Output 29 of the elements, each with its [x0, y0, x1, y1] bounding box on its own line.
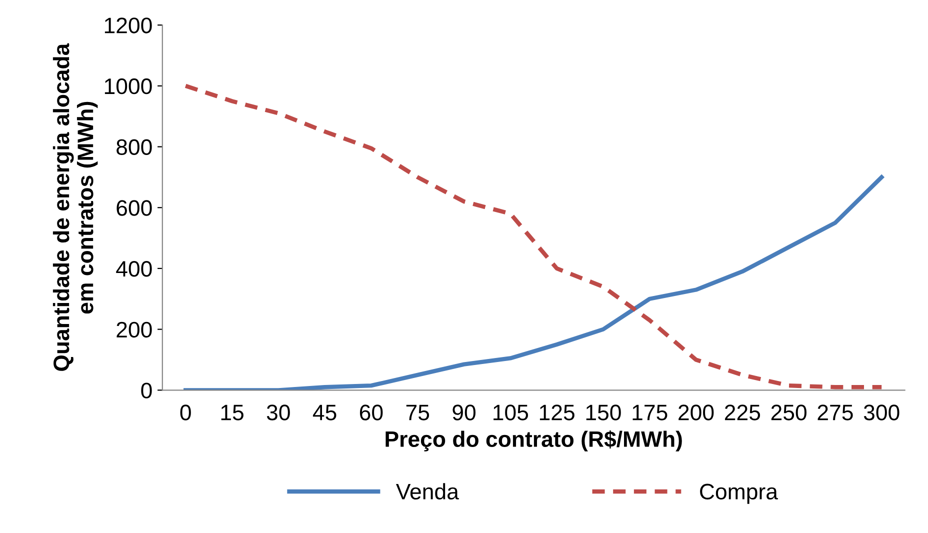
y-tick-label: 0 [141, 382, 152, 398]
legend-label: Venda [396, 483, 459, 500]
x-tick-label: 150 [586, 404, 621, 420]
y-tick-label: 400 [116, 260, 152, 277]
x-tick-label: 15 [221, 404, 244, 420]
x-tick-label: 0 [180, 404, 191, 420]
x-tick-label: 300 [864, 404, 900, 420]
x-tick-label: 275 [818, 404, 853, 420]
x-axis-title: Preço do contrato (R$/MWh) [386, 430, 682, 452]
x-tick-label: 125 [540, 404, 574, 420]
x-tick-label: 90 [452, 404, 476, 420]
x-tick-label: 175 [632, 404, 668, 420]
line-series [184, 84, 884, 390]
x-tick-label: 105 [494, 404, 528, 420]
y-tick-label: 800 [116, 139, 152, 156]
x-tick-label: 60 [360, 404, 383, 420]
y-tick-label: 1200 [104, 18, 152, 34]
y-axis-title: Quantidade de energia alocada em contratos (MWh) [52, 43, 98, 371]
x-tick-label: 45 [312, 404, 336, 420]
y-tick-label: 200 [116, 322, 152, 338]
line-series [184, 175, 884, 390]
x-tick-label: 30 [266, 404, 290, 420]
x-tick-label: 75 [406, 404, 430, 420]
x-tick-label: 250 [771, 404, 806, 420]
y-tick-label: 1000 [104, 78, 152, 94]
x-tick-label: 200 [678, 404, 714, 420]
legend-label: Compra [700, 484, 778, 504]
x-tick-label: 225 [724, 404, 760, 420]
y-tick-label: 600 [116, 200, 152, 216]
